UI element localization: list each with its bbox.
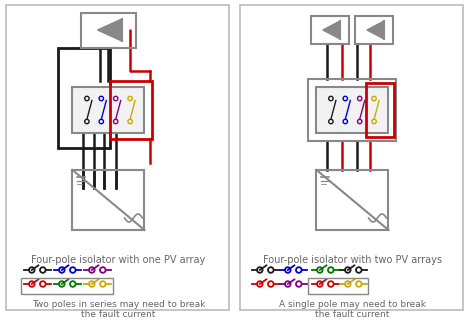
Bar bbox=[317, 170, 389, 230]
Polygon shape bbox=[367, 21, 384, 39]
Bar bbox=[309, 79, 396, 141]
Bar bbox=[308, 278, 368, 294]
Text: Two poles in series may need to break
the fault current: Two poles in series may need to break th… bbox=[32, 300, 205, 319]
Bar bbox=[110, 81, 153, 139]
Bar bbox=[21, 278, 113, 294]
Bar bbox=[311, 16, 349, 44]
Text: A single pole may need to break
the fault current: A single pole may need to break the faul… bbox=[279, 300, 426, 319]
Text: Four-pole isolator with two PV arrays: Four-pole isolator with two PV arrays bbox=[263, 255, 442, 265]
Polygon shape bbox=[323, 21, 340, 39]
Bar bbox=[317, 87, 389, 133]
Bar bbox=[73, 87, 145, 133]
Bar bbox=[356, 16, 393, 44]
Bar bbox=[366, 83, 394, 137]
Bar bbox=[58, 48, 110, 148]
Bar bbox=[81, 13, 136, 48]
Bar bbox=[240, 5, 463, 310]
Bar bbox=[6, 5, 229, 310]
Bar bbox=[73, 170, 145, 230]
Text: Four-pole isolator with one PV array: Four-pole isolator with one PV array bbox=[31, 255, 206, 265]
Polygon shape bbox=[98, 19, 122, 41]
